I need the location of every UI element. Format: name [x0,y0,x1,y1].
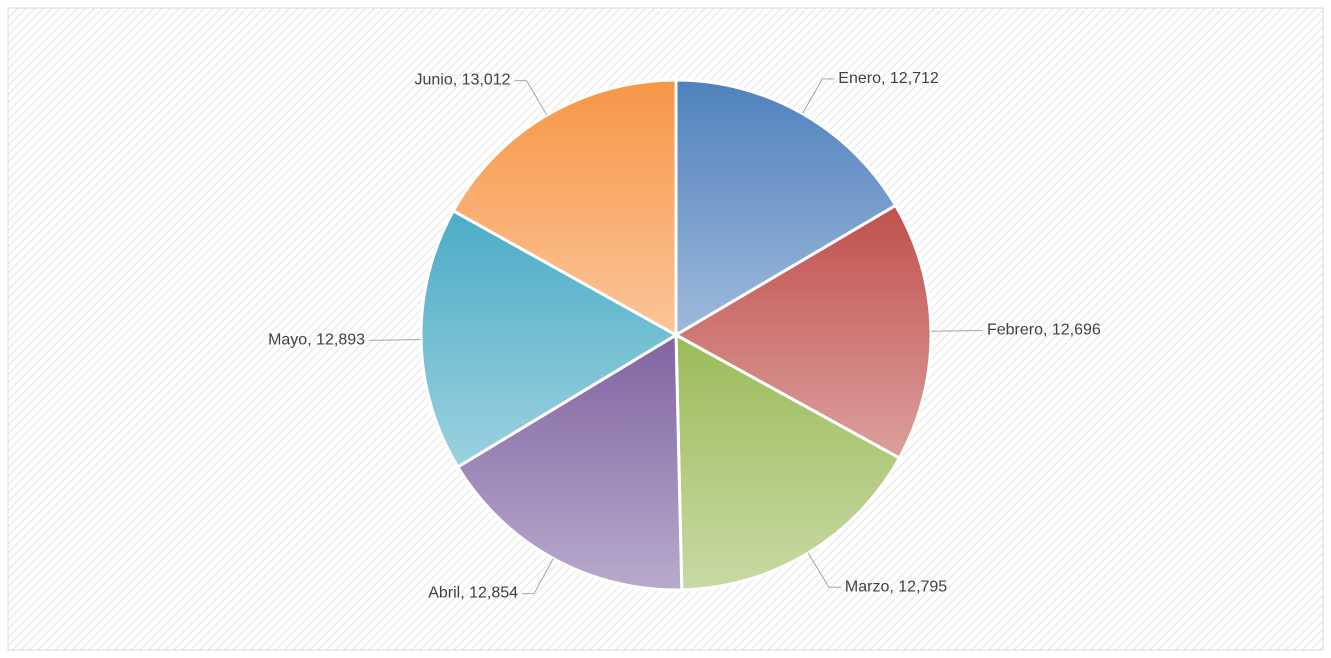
pie-slice [419,208,679,470]
leader-line [369,339,422,341]
data-label: Abril, 12,854 [428,585,518,602]
label-category: Junio [414,72,452,89]
label-value: 12,712 [890,70,939,87]
data-label: Febrero, 12,696 [987,322,1101,339]
label-value: 13,012 [462,72,511,89]
label-separator: , [307,331,316,348]
label-value: 12,696 [1052,322,1101,339]
label-value: 12,854 [469,585,518,602]
label-category: Mayo [268,331,307,348]
leader-line [802,78,835,114]
data-label: Marzo, 12,795 [845,578,947,595]
data-label: Junio, 13,012 [414,72,510,89]
label-value: 12,893 [316,331,365,348]
data-label: Enero, 12,712 [838,70,939,87]
pie-slice [451,78,678,338]
pie-slice [674,332,902,592]
leader-line [522,558,554,595]
label-category: Febrero [987,322,1043,339]
label-category: Abril [428,585,460,602]
label-value: 12,795 [898,578,947,595]
label-separator: , [881,70,890,87]
label-separator: , [460,585,469,602]
label-category: Marzo [845,578,890,595]
leader-line [930,330,983,332]
label-category: Enero [838,70,881,87]
label-separator: , [1043,322,1052,339]
leader-line [807,552,841,588]
label-separator: , [889,578,898,595]
data-label: Mayo, 12,893 [268,331,365,348]
label-separator: , [453,72,462,89]
leader-line [514,80,548,116]
pie-slice [672,203,933,461]
pie-slice [455,332,684,592]
